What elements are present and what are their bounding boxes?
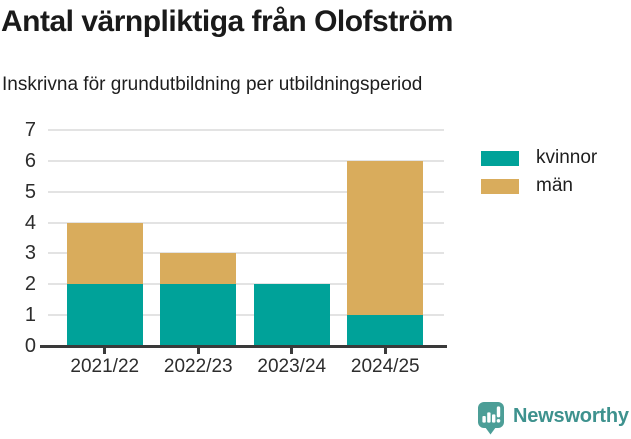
gridline (48, 160, 444, 162)
y-axis-tick-label: 3 (24, 242, 36, 264)
x-axis-labels: 2021/22 2022/23 2023/24 2024/25 (46, 356, 444, 378)
y-axis-tick-label: 5 (24, 181, 36, 203)
x-axis-tick (290, 348, 293, 354)
y-axis-tick-label: 1 (24, 304, 36, 326)
gridline (48, 129, 444, 131)
chart-title: Antal värnpliktiga från Olofström (1, 5, 453, 38)
newsworthy-logo-text: Newsworthy (513, 405, 629, 427)
x-axis-label: 2023/24 (257, 356, 327, 377)
chart-subtitle: Inskrivna för grundutbildning per utbild… (2, 74, 423, 95)
y-axis-tick-label: 0 (24, 335, 36, 357)
legend-label: kvinnor (536, 147, 598, 168)
bar-column (347, 160, 424, 346)
newsworthy-logo: Newsworthy (477, 401, 629, 435)
x-axis-label: 2022/23 (163, 356, 233, 377)
chart-legend: kvinnor män (481, 147, 597, 203)
bar-segment-kvinnor (160, 284, 237, 346)
bar-column (253, 284, 330, 346)
x-axis-tick (103, 348, 106, 354)
bar-segment-kvinnor (253, 284, 330, 346)
bar-slot-2022-23 (152, 130, 246, 346)
gridline (48, 222, 444, 224)
y-axis-tick-label: 4 (24, 212, 36, 234)
gridline (48, 314, 444, 316)
x-axis-tick (197, 348, 200, 354)
legend-item-kvinnor: kvinnor (481, 147, 597, 169)
bar-slot-2024-25 (339, 130, 433, 346)
bar-segment-kvinnor (347, 315, 424, 346)
legend-swatch-man (481, 178, 519, 194)
bar-segment-kvinnor (66, 284, 143, 346)
plot-area (46, 129, 444, 346)
bar-segment-man (66, 222, 143, 285)
gridline (48, 283, 444, 285)
x-axis-label: 2021/22 (70, 356, 140, 377)
bar-segment-man (160, 253, 237, 285)
legend-swatch-kvinnor (481, 150, 519, 166)
legend-label: män (536, 175, 573, 196)
newsworthy-logo-icon (478, 402, 504, 435)
bar-segment-man (347, 160, 424, 316)
bar-column (66, 222, 143, 346)
x-axis-line (40, 345, 447, 348)
gridline (48, 191, 444, 193)
y-axis-tick-label: 6 (24, 150, 36, 172)
gridline (48, 252, 444, 254)
bar-column (160, 253, 237, 346)
x-axis-tick (384, 348, 387, 354)
legend-item-man: män (481, 175, 597, 197)
bar-slot-2021-22 (58, 130, 152, 346)
bars-container (46, 130, 444, 346)
x-axis-label: 2024/25 (350, 356, 420, 377)
y-axis-tick-label: 2 (24, 273, 36, 295)
y-axis-tick-label: 7 (24, 119, 36, 141)
bar-slot-2023-24 (245, 130, 339, 346)
